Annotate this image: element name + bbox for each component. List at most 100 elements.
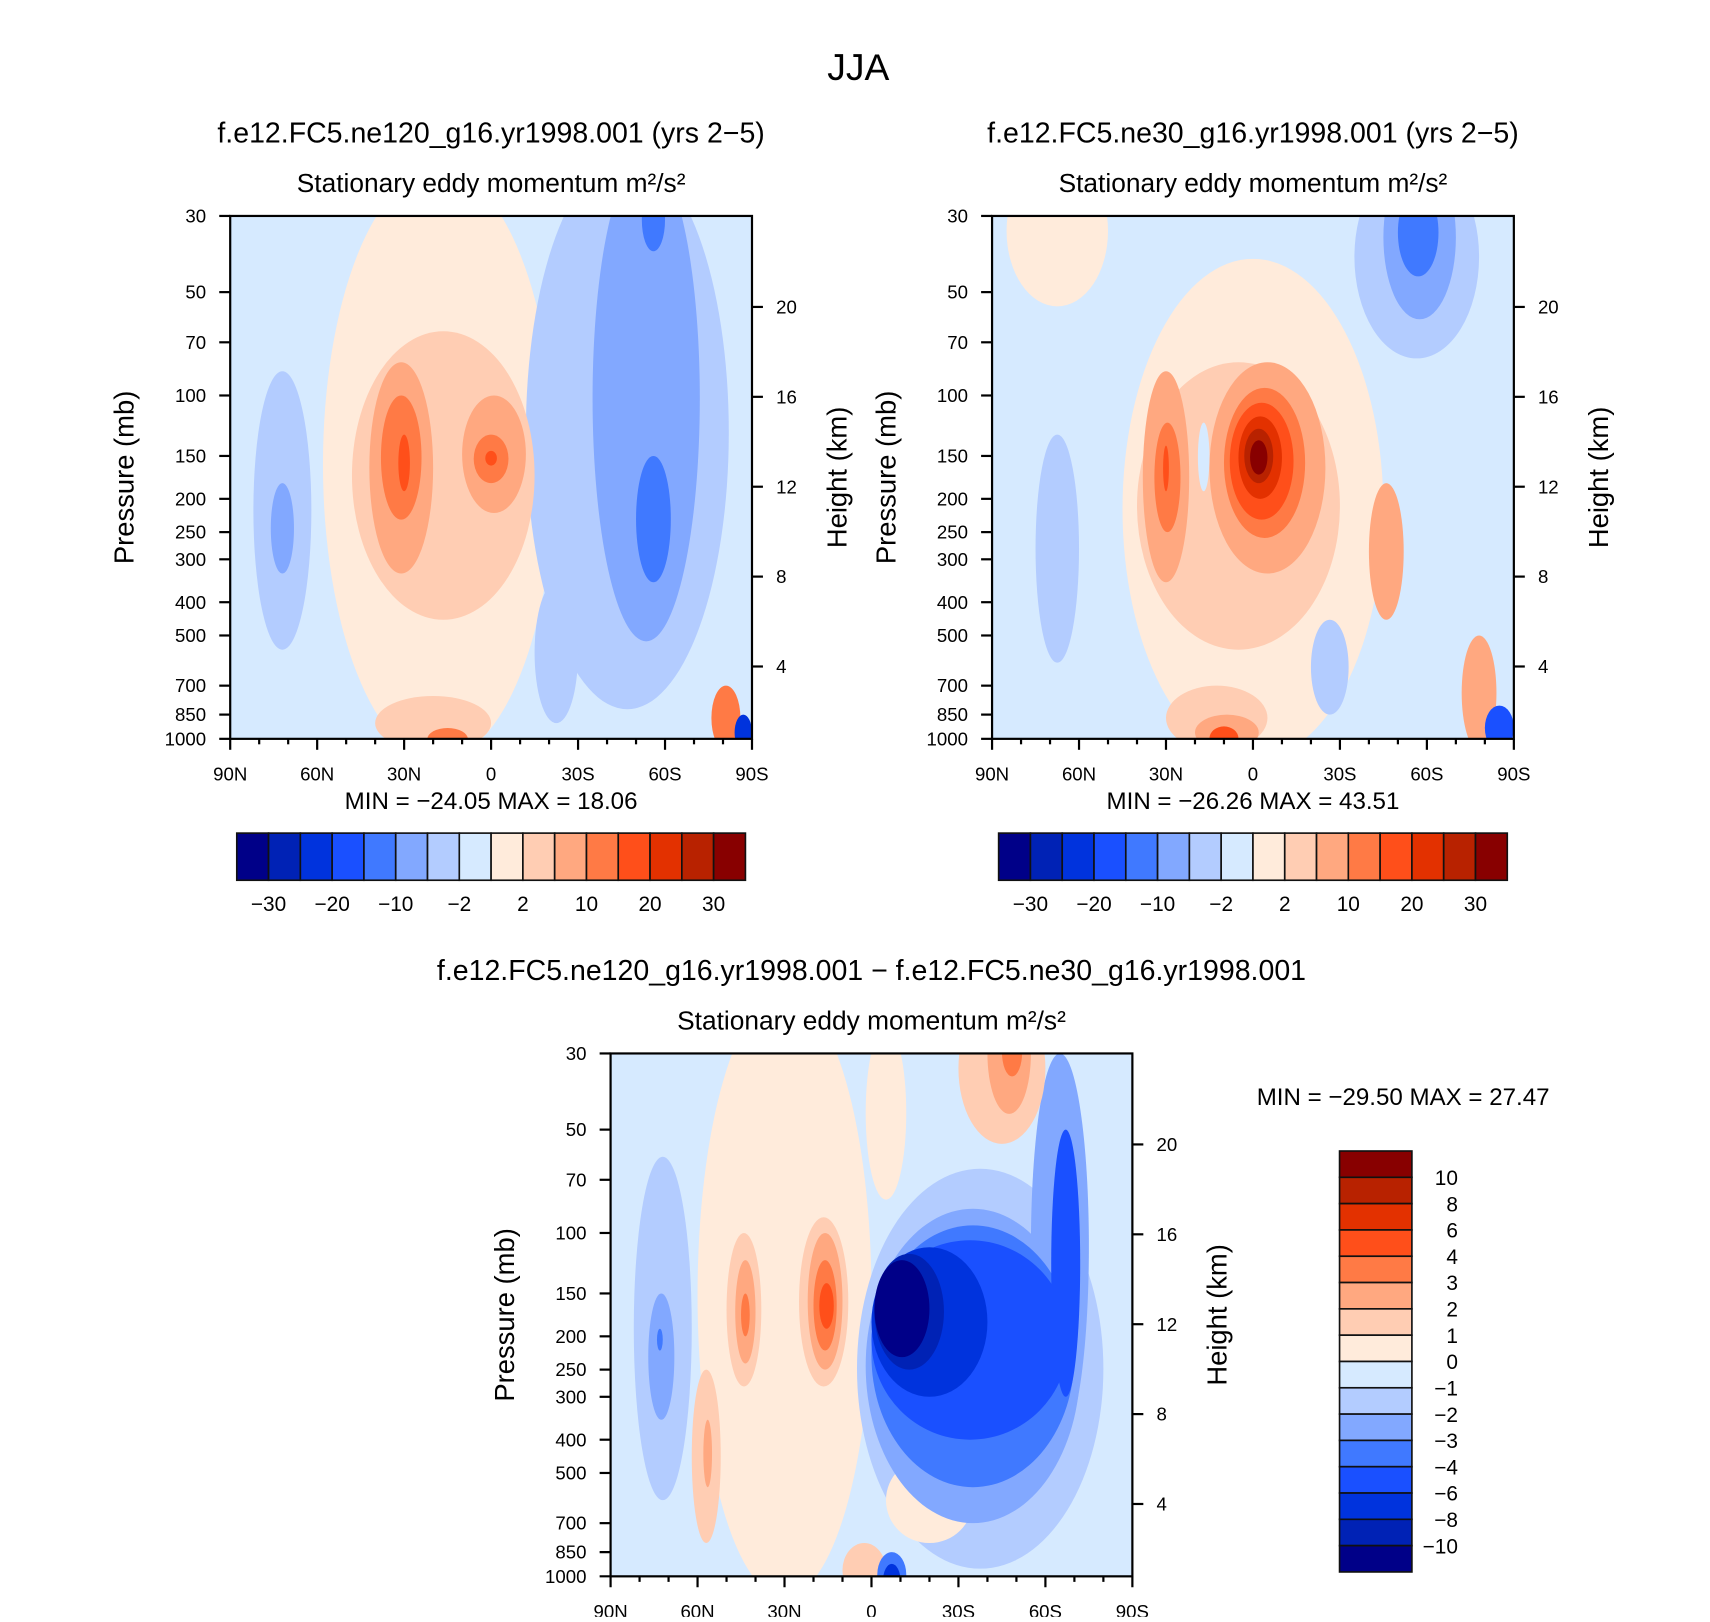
panel-2: f.e12.FC5.ne30_g16.yr1998.001 (yrs 2−5) S…	[871, 118, 1615, 916]
y-right-tick-label: 8	[1538, 566, 1548, 587]
y-tick-label: 300	[175, 549, 206, 570]
colorbar-label: −10	[1140, 893, 1175, 916]
colorbar-swatch	[553, 832, 588, 882]
y-right-tick-label: 12	[1538, 476, 1559, 497]
colorbar-swatch	[1156, 832, 1191, 882]
y-right-tick-label: 20	[776, 297, 797, 318]
colorbar-swatch	[1338, 1176, 1413, 1205]
colorbar-swatch	[712, 832, 747, 882]
colorbar-label: −3	[1434, 1430, 1458, 1453]
contour-region	[1035, 434, 1080, 663]
y-right-tick-label: 16	[1538, 386, 1559, 407]
colorbar-swatch	[235, 832, 270, 882]
contour-region	[1397, 215, 1439, 277]
x-tick-label: 30N	[1149, 763, 1183, 784]
min-max-label: MIN = −24.05 MAX = 18.06	[345, 788, 638, 815]
contour-region	[697, 1053, 872, 1577]
panel-subtitle: Stationary eddy momentum m²/s²	[677, 1005, 1066, 1035]
contour-region	[534, 582, 579, 724]
x-tick-label: 90S	[1497, 763, 1530, 784]
y-tick-label: 30	[947, 206, 968, 227]
colorbar-swatch	[649, 832, 683, 882]
colorbar-swatch	[1411, 832, 1445, 882]
y-right-tick-label: 4	[776, 656, 786, 677]
x-tick-label: 60S	[648, 763, 681, 784]
colorbar-swatch	[1442, 832, 1477, 882]
x-tick-label: 90N	[213, 763, 247, 784]
colorbar-swatch	[1315, 832, 1350, 882]
y-right-axis-label: Height (km)	[1202, 1244, 1233, 1386]
contour-region	[734, 714, 752, 739]
colorbar-label: 10	[1337, 893, 1360, 916]
contour-region	[636, 455, 671, 583]
colorbar-swatch	[1338, 1255, 1413, 1284]
contour-region	[874, 1260, 930, 1358]
x-tick-label: 60S	[1029, 1601, 1062, 1617]
y-tick-label: 100	[937, 385, 968, 406]
y-axis-label: Pressure (mb)	[489, 1228, 520, 1402]
x-tick-label: 60N	[680, 1601, 714, 1617]
colorbar-swatch	[1474, 832, 1509, 882]
contour-region	[398, 434, 410, 492]
colorbar-label: −30	[251, 893, 286, 916]
y-tick-label: 150	[555, 1283, 586, 1304]
colorbar-swatch	[1379, 832, 1413, 882]
y-right-tick-label: 12	[1156, 1314, 1177, 1335]
contour-region	[842, 1543, 886, 1577]
x-tick-label: 90S	[735, 763, 768, 784]
contour-region	[375, 695, 492, 739]
colorbar-swatch	[267, 832, 302, 882]
colorbar-swatch	[363, 832, 397, 882]
contour-region	[270, 483, 294, 574]
y-tick-label: 70	[566, 1169, 587, 1190]
y-right-tick-label: 20	[1538, 297, 1559, 318]
colorbar-swatch	[331, 832, 365, 882]
colorbar-swatch	[490, 832, 524, 882]
y-tick-label: 850	[175, 704, 206, 725]
y-right-tick-label: 20	[1156, 1134, 1177, 1155]
colorbar: −30 −20 −10 −2 2 10 20 30	[235, 832, 747, 916]
y-tick-label: 500	[175, 625, 206, 646]
colorbar-label: 4	[1446, 1246, 1458, 1269]
colorbar-swatch	[458, 832, 492, 882]
colorbar-label: 8	[1446, 1193, 1458, 1216]
contour-region	[1250, 440, 1268, 475]
x-tick-label: 30S	[1323, 763, 1356, 784]
y-tick-label: 250	[175, 522, 206, 543]
y-axis-label: Pressure (mb)	[109, 391, 140, 565]
colorbar-swatch	[1347, 832, 1381, 882]
contour-region	[1163, 445, 1169, 492]
contour-region	[641, 215, 666, 252]
contour-field	[992, 215, 1514, 739]
colorbar-swatch	[522, 832, 556, 882]
contour-region	[1484, 705, 1514, 739]
colorbar-swatch	[1338, 1229, 1413, 1258]
colorbar-swatch	[1093, 832, 1127, 882]
y-right-tick-label: 8	[1156, 1404, 1166, 1425]
colorbar-label: −30	[1013, 893, 1048, 916]
x-tick-label: 30S	[561, 763, 594, 784]
colorbar-swatch	[426, 832, 461, 882]
y-tick-label: 200	[937, 488, 968, 509]
contour-region	[1197, 422, 1210, 492]
colorbar-swatch	[1338, 1202, 1413, 1231]
y-right-tick-label: 16	[776, 386, 797, 407]
y-right-tick-label: 16	[1156, 1224, 1177, 1245]
contour-region	[883, 1563, 901, 1577]
y-tick-label: 150	[937, 446, 968, 467]
y-tick-label: 400	[175, 592, 206, 613]
y-tick-label: 30	[185, 206, 206, 227]
colorbar-swatch	[585, 832, 620, 882]
y-right-axis-label: Height (km)	[1583, 407, 1614, 549]
colorbar-label: 1	[1446, 1325, 1458, 1348]
contour-region	[1310, 619, 1349, 715]
y-tick-label: 500	[937, 625, 968, 646]
colorbar-swatch	[1338, 1386, 1413, 1415]
y-tick-label: 300	[555, 1386, 586, 1407]
colorbar-label: −2	[1209, 893, 1233, 916]
colorbar: −30 −20 −10 −2 2 10 20 30	[997, 832, 1509, 916]
colorbar-label: −20	[314, 893, 349, 916]
colorbar-swatch	[617, 832, 651, 882]
colorbar-label: −2	[1434, 1404, 1458, 1427]
